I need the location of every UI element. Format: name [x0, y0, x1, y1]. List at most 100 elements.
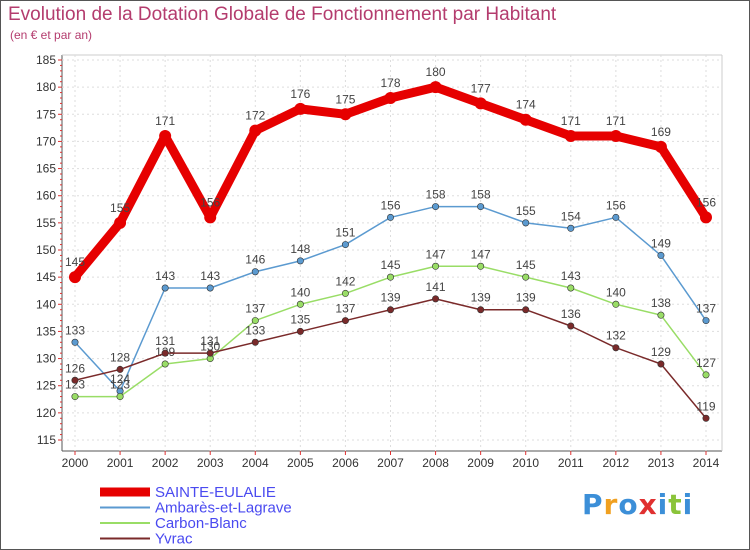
data-label-ambar-s-et-lagrave-2013: 149 [651, 236, 671, 250]
data-label-carbon-blanc-2012: 140 [606, 285, 626, 299]
point-carbon-blanc-2012 [612, 300, 620, 308]
point-sainte-eulalie-2000 [69, 271, 81, 284]
data-label-yvrac-2007: 139 [380, 291, 400, 305]
data-label-yvrac-2003: 131 [200, 334, 220, 348]
proxiti-logo-text: Proxiti [582, 488, 694, 521]
x-tick-label-2001: 2001 [107, 456, 134, 470]
point-yvrac-2004 [251, 338, 259, 346]
y-tick-label-120: 120 [36, 406, 56, 420]
point-carbon-blanc-2013 [657, 311, 665, 319]
data-label-sainte-eulalie-2014: 156 [696, 195, 716, 209]
data-label-yvrac-2004: 133 [245, 323, 265, 337]
data-label-sainte-eulalie-2002: 171 [155, 114, 175, 128]
x-tick-label-2009: 2009 [467, 456, 494, 470]
data-label-sainte-eulalie-2001: 155 [110, 201, 130, 215]
point-carbon-blanc-2005 [296, 300, 304, 308]
point-yvrac-2003 [206, 349, 214, 357]
data-label-ambar-s-et-lagrave-2007: 156 [380, 198, 400, 212]
data-label-ambar-s-et-lagrave-2000: 133 [65, 323, 85, 337]
point-sainte-eulalie-2006 [339, 108, 352, 121]
legend-label-ambar-s-et-lagrave: Ambarès-et-Lagrave [155, 500, 292, 517]
x-tick-label-2004: 2004 [242, 456, 269, 470]
proxiti-logo: Proxiti [582, 488, 693, 521]
x-tick-label-2007: 2007 [377, 456, 404, 470]
point-carbon-blanc-2010 [522, 273, 530, 281]
point-ambar-s-et-lagrave-2004 [251, 268, 259, 276]
data-label-ambar-s-et-lagrave-2014: 137 [696, 302, 716, 316]
y-tick-label-185: 185 [36, 53, 56, 67]
data-label-sainte-eulalie-2008: 180 [426, 65, 446, 79]
y-tick-label-135: 135 [36, 324, 56, 338]
point-ambar-s-et-lagrave-2007 [386, 213, 394, 221]
data-label-carbon-blanc-2011: 143 [561, 269, 581, 283]
y-tick-label-170: 170 [36, 134, 56, 148]
data-label-carbon-blanc-2004: 137 [245, 302, 265, 316]
point-ambar-s-et-lagrave-2005 [296, 257, 304, 265]
x-tick-label-2005: 2005 [287, 456, 314, 470]
y-tick-label-125: 125 [36, 379, 56, 393]
point-sainte-eulalie-2014 [700, 211, 712, 224]
point-carbon-blanc-2006 [341, 289, 349, 297]
y-tick-label-165: 165 [36, 162, 56, 176]
data-label-sainte-eulalie-2005: 176 [290, 87, 310, 101]
point-ambar-s-et-lagrave-2008 [432, 203, 440, 211]
point-ambar-s-et-lagrave-2003 [206, 284, 214, 292]
legend-label-sainte-eulalie: SAINTE-EULALIE [155, 484, 276, 501]
point-yvrac-2007 [386, 306, 394, 314]
y-tick-label-130: 130 [36, 352, 56, 366]
point-yvrac-2011 [567, 322, 575, 330]
x-tick-label-2012: 2012 [603, 456, 630, 470]
data-label-ambar-s-et-lagrave-2008: 158 [426, 188, 446, 202]
data-label-carbon-blanc-2006: 142 [335, 274, 355, 288]
data-label-ambar-s-et-lagrave-2006: 151 [335, 226, 355, 240]
y-tick-label-180: 180 [36, 80, 56, 94]
data-label-yvrac-2010: 139 [516, 291, 536, 305]
data-label-ambar-s-et-lagrave-2012: 156 [606, 198, 626, 212]
x-tick-label-2010: 2010 [512, 456, 539, 470]
data-label-carbon-blanc-2008: 147 [426, 247, 446, 261]
data-label-sainte-eulalie-2009: 177 [471, 81, 491, 95]
x-tick-label-2006: 2006 [332, 456, 359, 470]
point-sainte-eulalie-2001 [114, 216, 127, 229]
data-label-sainte-eulalie-2003: 156 [200, 195, 220, 209]
y-tick-label-115: 115 [37, 433, 56, 447]
point-ambar-s-et-lagrave-2013 [657, 251, 665, 259]
point-sainte-eulalie-2008 [429, 81, 442, 94]
y-tick-label-155: 155 [36, 216, 56, 230]
point-carbon-blanc-2000 [71, 393, 79, 401]
point-carbon-blanc-2011 [567, 284, 575, 292]
data-label-yvrac-2005: 135 [290, 312, 310, 326]
point-yvrac-2013 [657, 360, 665, 368]
point-ambar-s-et-lagrave-2011 [567, 224, 575, 232]
data-label-sainte-eulalie-2004: 172 [245, 109, 265, 123]
data-label-carbon-blanc-2013: 138 [651, 296, 671, 310]
data-label-ambar-s-et-lagrave-2005: 148 [290, 242, 310, 256]
point-yvrac-2014 [702, 414, 710, 422]
chart-title: Evolution de la Dotation Globale de Fonc… [8, 4, 557, 25]
point-carbon-blanc-2008 [432, 262, 440, 270]
data-label-carbon-blanc-2014: 127 [696, 356, 716, 370]
x-tick-label-2014: 2014 [693, 456, 720, 470]
point-carbon-blanc-2009 [477, 262, 485, 270]
point-yvrac-2001 [116, 365, 124, 373]
data-label-sainte-eulalie-2010: 174 [516, 98, 536, 112]
point-yvrac-2000 [71, 376, 79, 384]
point-ambar-s-et-lagrave-2002 [161, 284, 169, 292]
point-ambar-s-et-lagrave-2009 [477, 203, 485, 211]
data-label-carbon-blanc-2003: 130 [200, 340, 220, 354]
point-sainte-eulalie-2003 [204, 211, 217, 224]
data-label-yvrac-2000: 126 [65, 361, 85, 375]
data-label-ambar-s-et-lagrave-2004: 146 [245, 253, 265, 267]
point-carbon-blanc-2004 [251, 317, 259, 325]
data-label-sainte-eulalie-2006: 175 [335, 92, 355, 106]
point-carbon-blanc-2007 [386, 273, 394, 281]
chart-subtitle: (en € et par an) [10, 28, 93, 42]
data-label-sainte-eulalie-2012: 171 [606, 114, 626, 128]
legend-label-carbon-blanc: Carbon-Blanc [155, 515, 247, 532]
point-yvrac-2006 [341, 317, 349, 325]
data-label-ambar-s-et-lagrave-2010: 155 [516, 204, 536, 218]
point-ambar-s-et-lagrave-2010 [522, 219, 530, 227]
point-sainte-eulalie-2012 [609, 130, 622, 142]
data-label-sainte-eulalie-2011: 171 [561, 114, 581, 128]
x-tick-label-2003: 2003 [197, 456, 224, 470]
